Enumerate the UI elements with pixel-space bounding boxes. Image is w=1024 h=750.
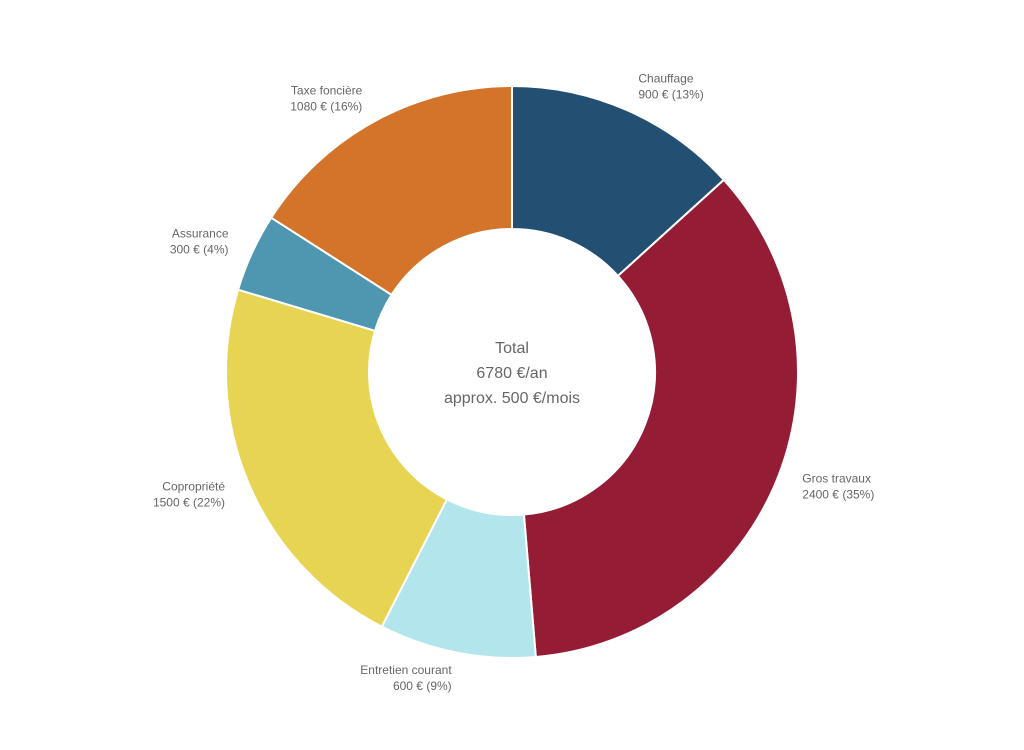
center-text-line-2: 6780 €/an: [476, 365, 547, 382]
slice-label-entretien-courant: Entretien courant 600 € (9%): [360, 663, 452, 693]
slices-group: [225, 84, 799, 659]
slice-label-copropriete: Copropriété 1500 € (22%): [153, 479, 225, 509]
slice-taxe-fonciere: [269, 84, 513, 297]
center-text-line-1: Total: [495, 340, 529, 357]
slice-copropriete: [225, 288, 449, 628]
center-text-group: Total 6780 €/an approx. 500 €/mois: [444, 340, 580, 407]
slice-label-assurance: Assurance 300 € (4%): [170, 227, 229, 257]
slice-label-gros-travaux: Gros travaux 2400 € (35%): [802, 471, 874, 501]
center-text-line-3: approx. 500 €/mois: [444, 390, 580, 407]
slice-gros-travaux: [522, 178, 799, 659]
slice-labels-group: Chauffage 900 € (13%) Gros travaux 2400 € (…: [153, 72, 874, 693]
slice-chauffage: [511, 84, 726, 278]
slice-label-taxe-fonciere: Taxe foncière 1080 € (16%): [290, 83, 362, 113]
slice-label-chauffage: Chauffage 900 € (13%): [638, 72, 703, 102]
